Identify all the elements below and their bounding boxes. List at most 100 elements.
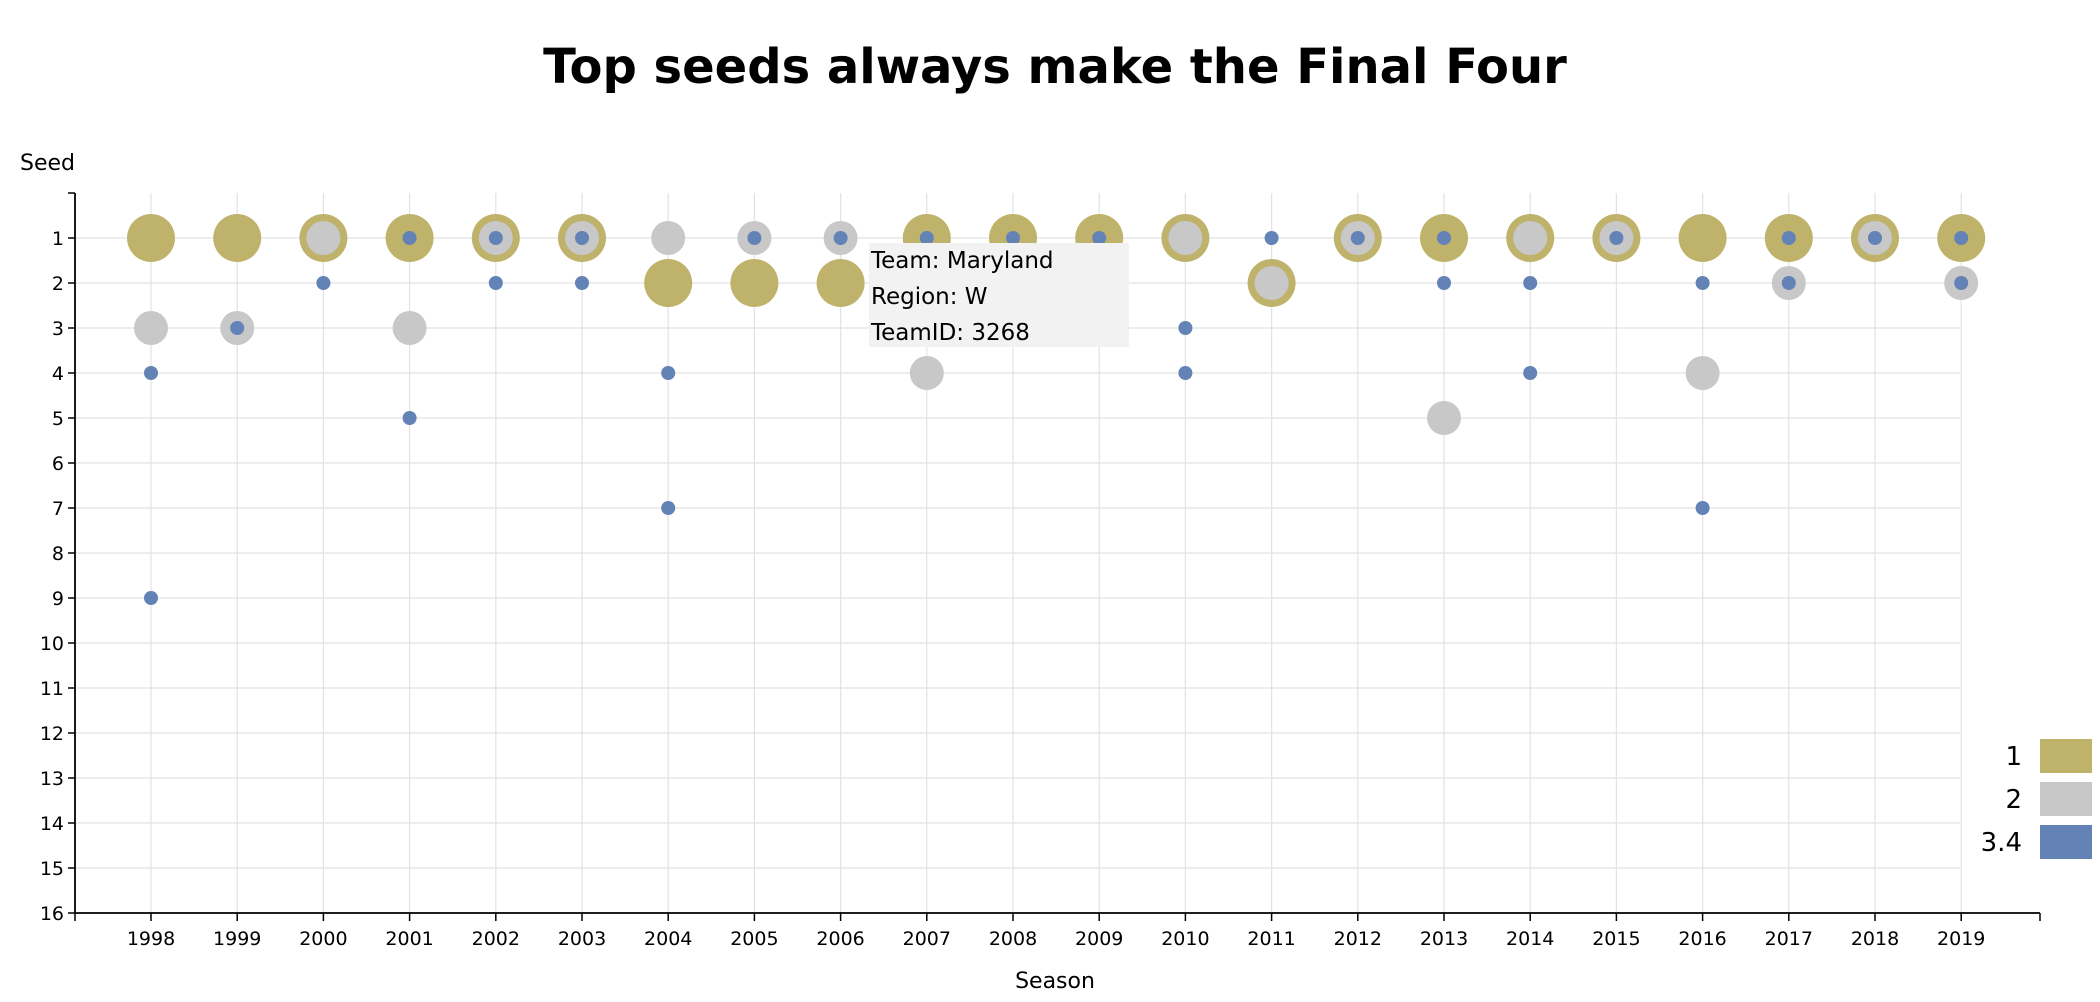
x-tick-label: 2005 — [730, 928, 778, 950]
point-seed-cat-2 — [1513, 221, 1548, 255]
x-tick-label: 2003 — [558, 928, 606, 950]
point-seed-cat-2 — [1254, 266, 1289, 300]
y-tick-label: 4 — [52, 363, 64, 385]
x-tick-label: 2001 — [385, 928, 433, 950]
point-seed-cat-3-4 — [316, 276, 331, 290]
x-tick-label: 1999 — [213, 928, 261, 950]
y-tick-label: 10 — [40, 633, 64, 655]
y-tick-label: 13 — [40, 768, 64, 790]
point-seed-cat-3-4 — [488, 276, 503, 290]
y-tick-label: 9 — [52, 588, 64, 610]
point-seed-cat-1 — [1678, 214, 1727, 262]
point-seed-cat-3-4 — [488, 231, 503, 245]
point-seed-cat-3-4 — [402, 231, 417, 245]
y-tick-label: 1 — [52, 228, 64, 250]
point-seed-cat-3-4 — [1092, 231, 1107, 245]
point-seed-cat-3-4 — [1609, 231, 1624, 245]
y-tick-label: 3 — [52, 318, 64, 340]
point-seed-cat-3-4 — [1523, 366, 1538, 380]
point-seed-cat-3-4 — [1695, 276, 1710, 290]
y-tick-label: 12 — [40, 723, 64, 745]
x-tick-label: 2011 — [1247, 928, 1295, 950]
x-tick-label: 2007 — [903, 928, 951, 950]
point-seed-cat-3-4 — [1350, 231, 1365, 245]
point-seed-cat-3-4 — [1006, 231, 1020, 245]
legend-swatch — [2040, 782, 2092, 816]
point-seed-cat-2 — [1685, 356, 1720, 390]
x-tick-label: 2016 — [1678, 928, 1726, 950]
x-tick-label: 2008 — [989, 928, 1037, 950]
point-seed-cat-3-4 — [575, 276, 589, 290]
point-seed-cat-3-4 — [144, 366, 158, 380]
legend-swatch — [2040, 739, 2092, 773]
x-tick-label: 2019 — [1937, 928, 1985, 950]
point-seed-cat-3-4 — [1781, 231, 1796, 245]
point-seed-cat-3-4 — [230, 321, 245, 335]
legend-label: 3.4 — [1981, 828, 2022, 858]
tooltip: Team: Maryland Region: W TeamID: 3268 — [869, 243, 1129, 347]
y-tick-label: 15 — [40, 858, 64, 880]
point-seed-cat-3-4 — [1868, 231, 1882, 245]
point-seed-cat-2 — [1427, 401, 1461, 435]
point-seed-cat-3-4 — [1437, 231, 1451, 245]
point-seed-cat-2 — [651, 221, 686, 255]
y-tick-label: 6 — [52, 453, 64, 475]
point-seed-cat-3-4 — [575, 231, 589, 245]
x-tick-label: 2004 — [644, 928, 692, 950]
point-seed-cat-3-4 — [1781, 276, 1796, 290]
point-seed-cat-2 — [909, 356, 944, 390]
point-seed-cat-1 — [127, 214, 175, 262]
x-axis-label: Season — [1015, 969, 1095, 994]
point-seed-cat-3-4 — [1178, 366, 1193, 380]
legend-swatch — [2040, 825, 2092, 859]
y-tick-label: 5 — [52, 408, 64, 430]
point-seed-cat-3-4 — [1954, 276, 1969, 290]
legend-label: 2 — [2005, 785, 2022, 815]
point-seed-cat-2 — [1168, 221, 1203, 255]
data-marks — [127, 214, 1986, 605]
x-tick-label: 2002 — [472, 928, 520, 950]
x-tick-label: 2014 — [1506, 928, 1554, 950]
point-seed-cat-3-4 — [1695, 501, 1710, 515]
y-tick-label: 16 — [40, 903, 64, 925]
point-seed-cat-3-4 — [1437, 276, 1451, 290]
tooltip-team: Team: Maryland — [870, 248, 1054, 274]
point-seed-cat-3-4 — [919, 231, 934, 245]
y-tick-label: 7 — [52, 498, 64, 520]
point-seed-cat-1 — [730, 259, 779, 307]
y-tick-label: 8 — [52, 543, 64, 565]
y-tick-label: 14 — [40, 813, 64, 835]
point-seed-cat-3-4 — [1523, 276, 1538, 290]
point-seed-cat-3-4 — [1954, 231, 1969, 245]
point-seed-cat-2 — [306, 221, 341, 255]
point-seed-cat-3-4 — [1264, 231, 1279, 245]
chart-title: Top seeds always make the Final Four — [543, 39, 1567, 95]
point-seed-cat-1 — [644, 259, 693, 307]
grid — [75, 193, 1962, 914]
point-seed-cat-3-4 — [402, 411, 417, 425]
tooltip-box — [869, 243, 1129, 347]
point-seed-cat-3-4 — [144, 591, 158, 605]
y-axis-label: Seed — [20, 151, 75, 176]
point-seed-cat-2 — [134, 311, 168, 345]
point-seed-cat-1 — [213, 214, 262, 262]
x-tick-label: 2018 — [1851, 928, 1899, 950]
x-tick-label: 2010 — [1161, 928, 1209, 950]
legend-label: 1 — [2005, 742, 2022, 772]
x-tick-label: 2006 — [816, 928, 864, 950]
x-tick-label: 2017 — [1765, 928, 1813, 950]
point-seed-cat-3-4 — [833, 231, 848, 245]
legend: 123.4 — [1981, 739, 2092, 859]
x-tick-label: 2009 — [1075, 928, 1123, 950]
x-tick-label: 2015 — [1592, 928, 1640, 950]
tooltip-teamid: TeamID: 3268 — [870, 320, 1030, 346]
point-seed-cat-3-4 — [747, 231, 762, 245]
point-seed-cat-3-4 — [661, 366, 676, 380]
point-seed-cat-3-4 — [1178, 321, 1193, 335]
point-seed-cat-3-4 — [661, 501, 676, 515]
x-tick-label: 2012 — [1334, 928, 1382, 950]
x-tick-label: 2013 — [1420, 928, 1468, 950]
tooltip-region: Region: W — [871, 284, 988, 310]
